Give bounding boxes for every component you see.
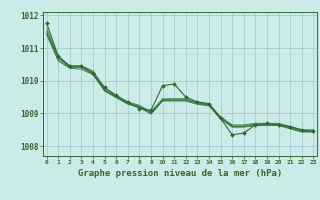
X-axis label: Graphe pression niveau de la mer (hPa): Graphe pression niveau de la mer (hPa) [78, 169, 282, 178]
